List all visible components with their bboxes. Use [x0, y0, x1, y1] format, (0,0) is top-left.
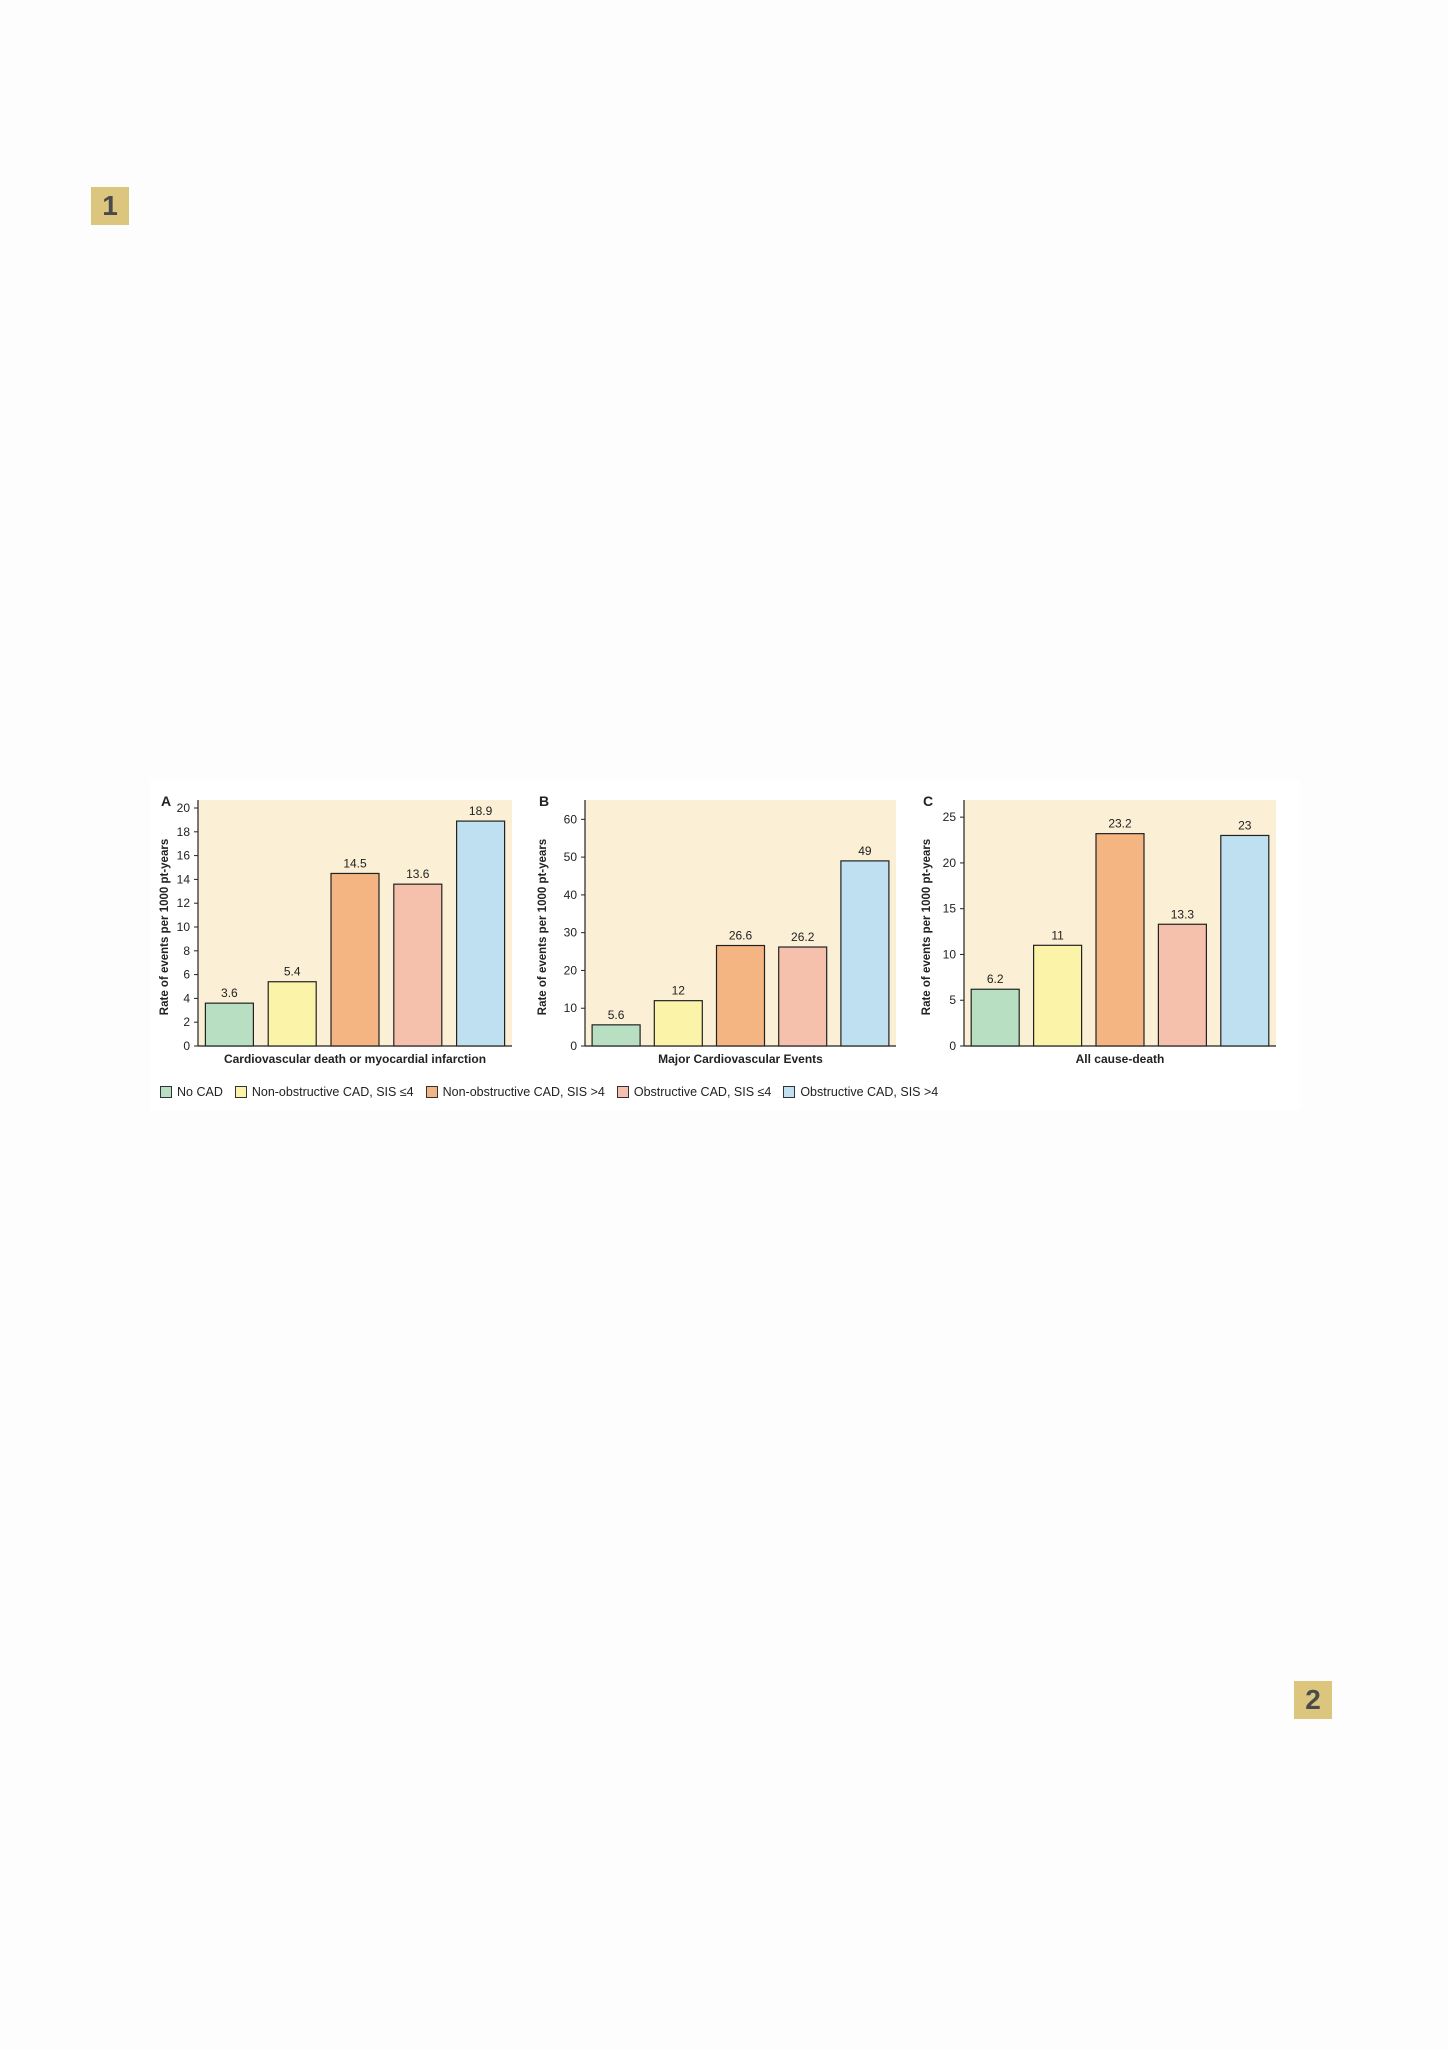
- bar-chart-figure: A Rate of events per 1000 pt-years 0 2 4 6 8 10…: [150, 780, 1300, 1110]
- y-tick-label: 12: [177, 896, 191, 910]
- y-tick-label: 25: [943, 810, 957, 824]
- chart-legend: No CAD Non-obstructive CAD, SIS ≤4 Non-obs…: [160, 1082, 938, 1102]
- bar: [330, 872, 380, 1047]
- y-axis-title: Rate of events per 1000 pt-years: [921, 839, 933, 1015]
- legend-item: No CAD: [160, 1085, 223, 1099]
- legend-label: No CAD: [177, 1085, 223, 1099]
- y-tick-label: 10: [943, 947, 957, 961]
- y-tick-label: 30: [564, 926, 578, 940]
- bar: [1220, 834, 1270, 1047]
- x-axis-title: Cardiovascular death or myocardial infar…: [224, 1052, 486, 1066]
- y-tick-label: 8: [183, 944, 190, 958]
- legend-item: Obstructive CAD, SIS ≤4: [616, 1085, 772, 1099]
- page-number-badge-1: 1: [91, 187, 129, 225]
- bar-value-label: 5.6: [608, 1008, 625, 1022]
- bar: [204, 1002, 255, 1047]
- y-tick-label: 40: [564, 888, 578, 902]
- bar-value-label: 26.6: [729, 929, 753, 943]
- y-tick-label: 0: [949, 1039, 956, 1053]
- y-tick-label: 14: [177, 872, 191, 886]
- bar: [1157, 923, 1208, 1047]
- y-tick-label: 50: [564, 850, 578, 864]
- bar-value-label: 18.9: [469, 804, 493, 818]
- x-axis-title: Major Cardiovascular Events: [658, 1052, 823, 1066]
- bar: [456, 820, 506, 1047]
- bar: [591, 1024, 641, 1047]
- legend-item: Obstructive CAD, SIS >4: [783, 1085, 938, 1099]
- y-tick-label: 18: [177, 825, 191, 839]
- bar: [653, 1000, 703, 1047]
- bar-value-label: 6.2: [987, 972, 1004, 986]
- y-tick-label: 60: [564, 812, 578, 826]
- panel-label: B: [539, 793, 549, 809]
- y-tick-label: 20: [564, 963, 578, 977]
- y-tick-label: 0: [570, 1039, 577, 1053]
- legend-swatch: [616, 1086, 629, 1098]
- legend-swatch: [783, 1086, 796, 1098]
- bar: [715, 944, 766, 1047]
- bar-value-label: 26.2: [791, 930, 815, 944]
- bar-value-label: 23.2: [1108, 817, 1132, 831]
- page-number-badge-2: 2: [1294, 1681, 1332, 1719]
- y-tick-label: 5: [949, 993, 956, 1007]
- bar-value-label: 49: [858, 844, 872, 858]
- legend-swatch: [425, 1086, 438, 1098]
- legend-item: Non-obstructive CAD, SIS >4: [425, 1085, 605, 1099]
- y-tick-label: 16: [177, 849, 191, 863]
- bar: [267, 981, 317, 1047]
- y-tick-label: 15: [943, 902, 957, 916]
- y-tick-label: 20: [177, 801, 191, 815]
- legend-label: Obstructive CAD, SIS >4: [800, 1085, 939, 1099]
- bar-value-label: 14.5: [343, 856, 367, 870]
- y-tick-label: 20: [943, 856, 957, 870]
- panel-label: C: [923, 793, 933, 809]
- y-tick-label: 10: [177, 920, 191, 934]
- y-axis-title: Rate of events per 1000 pt-years: [159, 839, 171, 1015]
- y-tick-label: 10: [564, 1001, 578, 1015]
- bar-value-label: 13.6: [406, 867, 430, 881]
- bar-value-label: 3.6: [221, 986, 238, 1000]
- bar-value-label: 5.4: [284, 965, 301, 979]
- y-tick-label: 6: [183, 968, 190, 982]
- y-axis-title: Rate of events per 1000 pt-years: [537, 839, 549, 1015]
- bar: [778, 946, 828, 1047]
- x-axis-title: All cause-death: [1076, 1052, 1165, 1066]
- y-tick-label: 0: [183, 1039, 190, 1053]
- bar-charts-svg: A Rate of events per 1000 pt-years 0 2 4 6 8 10…: [159, 793, 1276, 1066]
- panel-label: A: [161, 793, 171, 809]
- bar: [840, 860, 890, 1047]
- bar-value-label: 12: [672, 984, 686, 998]
- bar-value-label: 13.3: [1171, 907, 1195, 921]
- legend-label: Obstructive CAD, SIS ≤4: [633, 1085, 772, 1099]
- legend-label: Non-obstructive CAD, SIS ≤4: [251, 1085, 414, 1099]
- legend-label: Non-obstructive CAD, SIS >4: [442, 1085, 605, 1099]
- bar-value-label: 23: [1238, 818, 1252, 832]
- legend-swatch: [234, 1086, 247, 1098]
- bar: [393, 883, 443, 1047]
- legend-item: Non-obstructive CAD, SIS ≤4: [234, 1085, 414, 1099]
- bar: [1032, 944, 1083, 1047]
- y-tick-label: 2: [183, 1015, 190, 1029]
- bar: [970, 988, 1020, 1047]
- y-tick-label: 4: [183, 991, 190, 1005]
- bar: [1095, 833, 1145, 1047]
- legend-swatch: [160, 1086, 172, 1098]
- bar-value-label: 11: [1051, 928, 1064, 942]
